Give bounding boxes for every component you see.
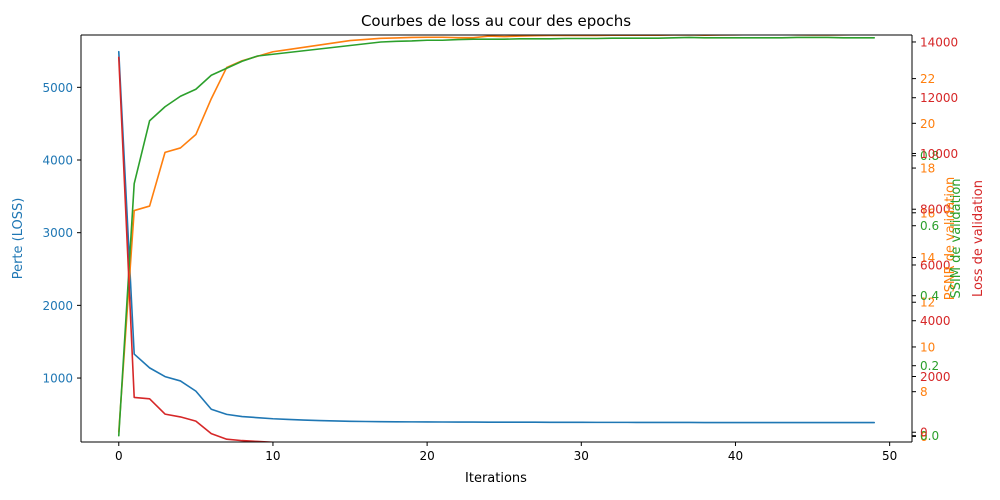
psnr-tick-label: 12 xyxy=(920,296,935,310)
valloss-tick-label: 12000 xyxy=(920,91,958,105)
psnr-axis-label: PSNR de validation xyxy=(943,177,958,300)
loss-tick-label: 3000 xyxy=(42,226,73,240)
axes-group: 0 10 20 30 40 50 1000 2000 3000 4000 5000 6 8 10 12 14 1… xyxy=(11,34,986,463)
loss-axis-label: Perte (LOSS) xyxy=(11,198,26,280)
loss-tick-label: 5000 xyxy=(42,81,73,95)
x-axis-label: Iterations xyxy=(465,471,527,486)
valloss-axis-label: Loss de validation xyxy=(971,180,986,297)
x-tick-label: 40 xyxy=(728,449,743,463)
psnr-tick-label: 10 xyxy=(920,340,935,354)
chart-title: Courbes de loss au cour des epochs xyxy=(361,12,631,30)
x-tick-label: 10 xyxy=(265,449,280,463)
ssim-axis-label: SSIM de validation xyxy=(949,178,964,298)
valloss-tick-label: 6000 xyxy=(920,258,951,272)
valloss-tick-label: 10000 xyxy=(920,147,958,161)
psnr-tick-label: 22 xyxy=(920,72,935,86)
psnr-tick-label: 18 xyxy=(920,162,935,176)
series-line-ssim xyxy=(117,36,876,437)
x-tick-label: 0 xyxy=(115,449,123,463)
x-tick-label: 50 xyxy=(882,449,897,463)
psnr-tick-label: 6 xyxy=(920,430,928,444)
loss-tick-label: 2000 xyxy=(42,299,73,313)
psnr-tick-label: 16 xyxy=(920,206,935,220)
valloss-tick-label: 4000 xyxy=(920,314,951,328)
psnr-tick-label: 8 xyxy=(920,385,928,399)
ssim-tick-label: 0.6 xyxy=(920,219,939,233)
loss-tick-label: 1000 xyxy=(42,372,73,386)
ssim-tick-label: 0.0 xyxy=(920,429,939,443)
valloss-tick-label: 0 xyxy=(920,426,928,440)
valloss-tick-label: 14000 xyxy=(920,35,958,49)
ssim-tick-label: 0.2 xyxy=(920,359,939,373)
x-tick-label: 30 xyxy=(574,449,589,463)
plot-area xyxy=(117,35,876,442)
psnr-tick-label: 14 xyxy=(920,251,935,265)
series-line-valloss xyxy=(117,56,288,442)
loss-tick-label: 4000 xyxy=(42,154,73,168)
valloss-tick-label: 2000 xyxy=(920,370,951,384)
psnr-tick-label: 20 xyxy=(920,117,935,131)
valloss-tick-label: 8000 xyxy=(920,203,951,217)
ssim-tick-label: 0.4 xyxy=(920,289,939,303)
x-tick-label: 20 xyxy=(419,449,434,463)
ssim-tick-label: 0.8 xyxy=(920,149,939,163)
series-line-loss xyxy=(117,50,876,424)
